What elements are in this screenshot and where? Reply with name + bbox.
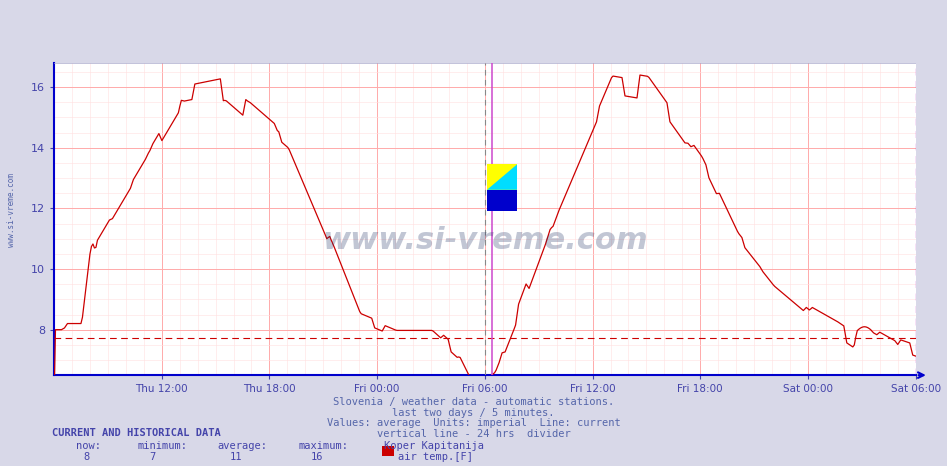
Text: Slovenia / weather data - automatic stations.: Slovenia / weather data - automatic stat… (333, 397, 614, 407)
Polygon shape (487, 164, 517, 190)
Polygon shape (487, 164, 517, 190)
Text: air temp.[F]: air temp.[F] (398, 452, 473, 462)
Text: minimum:: minimum: (137, 441, 188, 451)
Text: maximum:: maximum: (298, 441, 348, 451)
Text: Values: average  Units: imperial  Line: current: Values: average Units: imperial Line: cu… (327, 418, 620, 428)
Text: 7: 7 (150, 452, 156, 462)
Text: 11: 11 (230, 452, 242, 462)
Text: www.si-vreme.com: www.si-vreme.com (7, 173, 16, 247)
Text: now:: now: (76, 441, 100, 451)
Text: www.si-vreme.com: www.si-vreme.com (322, 226, 648, 255)
Text: average:: average: (218, 441, 268, 451)
Text: CURRENT AND HISTORICAL DATA: CURRENT AND HISTORICAL DATA (52, 428, 221, 438)
Text: vertical line - 24 hrs  divider: vertical line - 24 hrs divider (377, 429, 570, 439)
Text: last two days / 5 minutes.: last two days / 5 minutes. (392, 408, 555, 418)
Polygon shape (487, 190, 517, 211)
Text: Koper Kapitanija: Koper Kapitanija (384, 441, 484, 451)
Text: 8: 8 (83, 452, 90, 462)
Text: 16: 16 (311, 452, 323, 462)
